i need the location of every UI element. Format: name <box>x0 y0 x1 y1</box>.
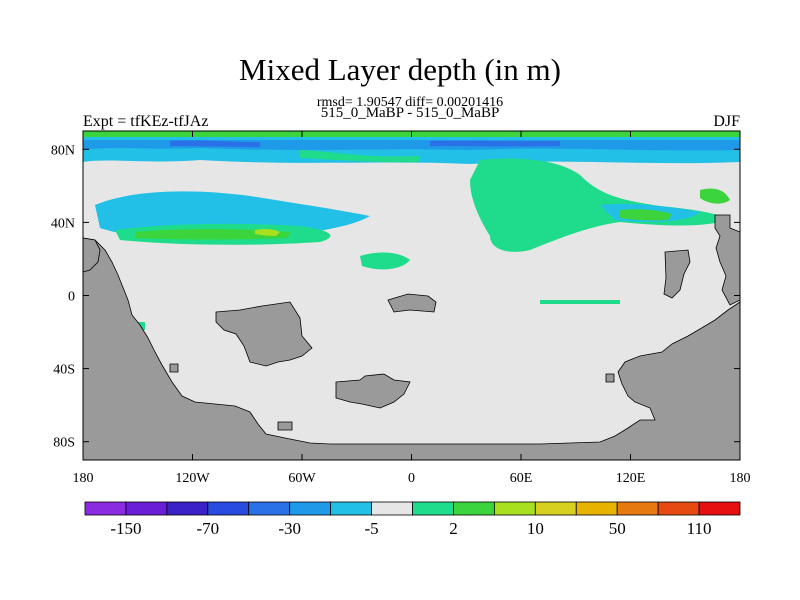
x-tick-label: 60W <box>288 471 316 486</box>
land-southern-africa <box>335 373 411 409</box>
colorbar-swatch <box>330 501 372 516</box>
northeast-green-patch <box>700 188 730 204</box>
x-tick-label: 180 <box>73 471 94 486</box>
colorbar-label: -5 <box>364 519 378 538</box>
y-axis-ticks: 80N 40N 0 40S 80S <box>51 143 740 451</box>
colorbar-swatch <box>412 501 454 516</box>
colorbar-swatch <box>166 501 209 516</box>
rmsd-diff-stats: rmsd= 1.90547 diff= 0.00201416 <box>316 95 504 110</box>
x-tick-label: 120E <box>616 471 646 486</box>
colorbar-swatch <box>453 501 495 516</box>
colorbar-label: 50 <box>609 519 626 538</box>
land-small-island <box>169 363 179 373</box>
x-axis-ticks: 180 120W 60W 0 60E 120E 180 <box>73 131 751 486</box>
colorbar-label: 110 <box>687 519 712 538</box>
colorbar-swatch <box>289 501 332 516</box>
equatorial-green-strip <box>540 300 620 304</box>
colorbar-label: -30 <box>278 519 301 538</box>
experiment-label: Expt = tfKEz-tfJAz <box>83 113 209 130</box>
land-africa-north <box>387 293 437 313</box>
y-tick-label: 40S <box>53 363 75 378</box>
land-southern <box>82 237 741 461</box>
arctic-green-patch <box>300 150 420 163</box>
colorbar-swatch <box>575 501 618 516</box>
map-title: Mixed Layer depth (in m) <box>239 52 561 87</box>
north-atlantic-green <box>470 158 730 252</box>
colorbar-swatch <box>616 501 659 516</box>
north-pacific-yellow-patch <box>255 228 280 236</box>
land-island <box>663 249 691 299</box>
x-tick-label: 60E <box>510 471 533 486</box>
colorbar-swatch <box>84 501 127 516</box>
y-tick-label: 40N <box>51 216 75 231</box>
mid-atlantic-green <box>360 252 410 270</box>
colorbar-swatch <box>125 501 168 516</box>
map-panel <box>82 130 741 461</box>
colorbar-swatch <box>493 501 536 516</box>
land-south-america <box>215 301 313 367</box>
colorbar: -150 -70 -30 -5 2 10 50 110 <box>84 501 741 538</box>
colorbar-label: -70 <box>196 519 219 538</box>
arctic-dark-blue-patch-2 <box>430 140 560 147</box>
colorbar-label: 10 <box>527 519 544 538</box>
colorbar-label: 2 <box>449 519 458 538</box>
colorbar-swatch <box>371 501 413 516</box>
x-tick-label: 180 <box>730 471 751 486</box>
run-comparison-label: 515_0_MaBP - 515_0_MaBP <box>320 105 500 121</box>
land-small-island-2 <box>277 421 293 431</box>
x-tick-label: 0 <box>408 471 415 486</box>
x-tick-label: 120W <box>175 471 210 486</box>
land-east-asia <box>714 214 741 306</box>
y-tick-label: 0 <box>68 290 75 305</box>
north-pacific-dark-green <box>135 229 290 240</box>
colorbar-swatch <box>698 501 741 516</box>
y-tick-label: 80N <box>51 143 75 158</box>
season-label: DJF <box>713 113 740 130</box>
land-small-island-3 <box>605 373 615 383</box>
colorbar-swatch <box>657 501 700 516</box>
north-atlantic-dark-green <box>620 209 672 221</box>
colorbar-swatch <box>248 501 291 516</box>
colorbar-label: -150 <box>110 519 141 538</box>
colorbar-swatch <box>534 501 577 516</box>
colorbar-swatch <box>207 501 250 516</box>
arctic-dark-blue-patch <box>170 140 260 147</box>
y-tick-label: 80S <box>53 436 75 451</box>
